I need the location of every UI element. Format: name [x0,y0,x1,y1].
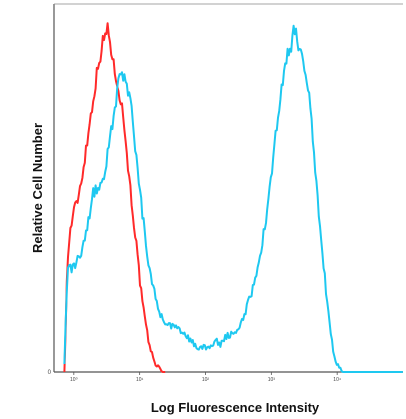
x-tick-label: 10² [202,377,210,383]
plot-frame [53,3,403,373]
x-tick-label: 10⁰ [70,377,78,383]
x-tick-label: 10⁴ [333,377,341,383]
x-tick-label: 10¹ [136,377,144,383]
x-tick-label: 10³ [268,377,276,383]
y-axis-title: Relative Cell Number [30,123,45,253]
x-ticks: 10⁰ 10¹ 10² 10³ 10⁴ 0 [48,370,341,383]
series-line-red [63,22,166,373]
series-line-cyan [63,24,403,373]
y-tick-label: 0 [48,370,52,376]
series-layer [63,22,403,373]
x-axis-title: Log Fluorescence Intensity [151,400,320,415]
